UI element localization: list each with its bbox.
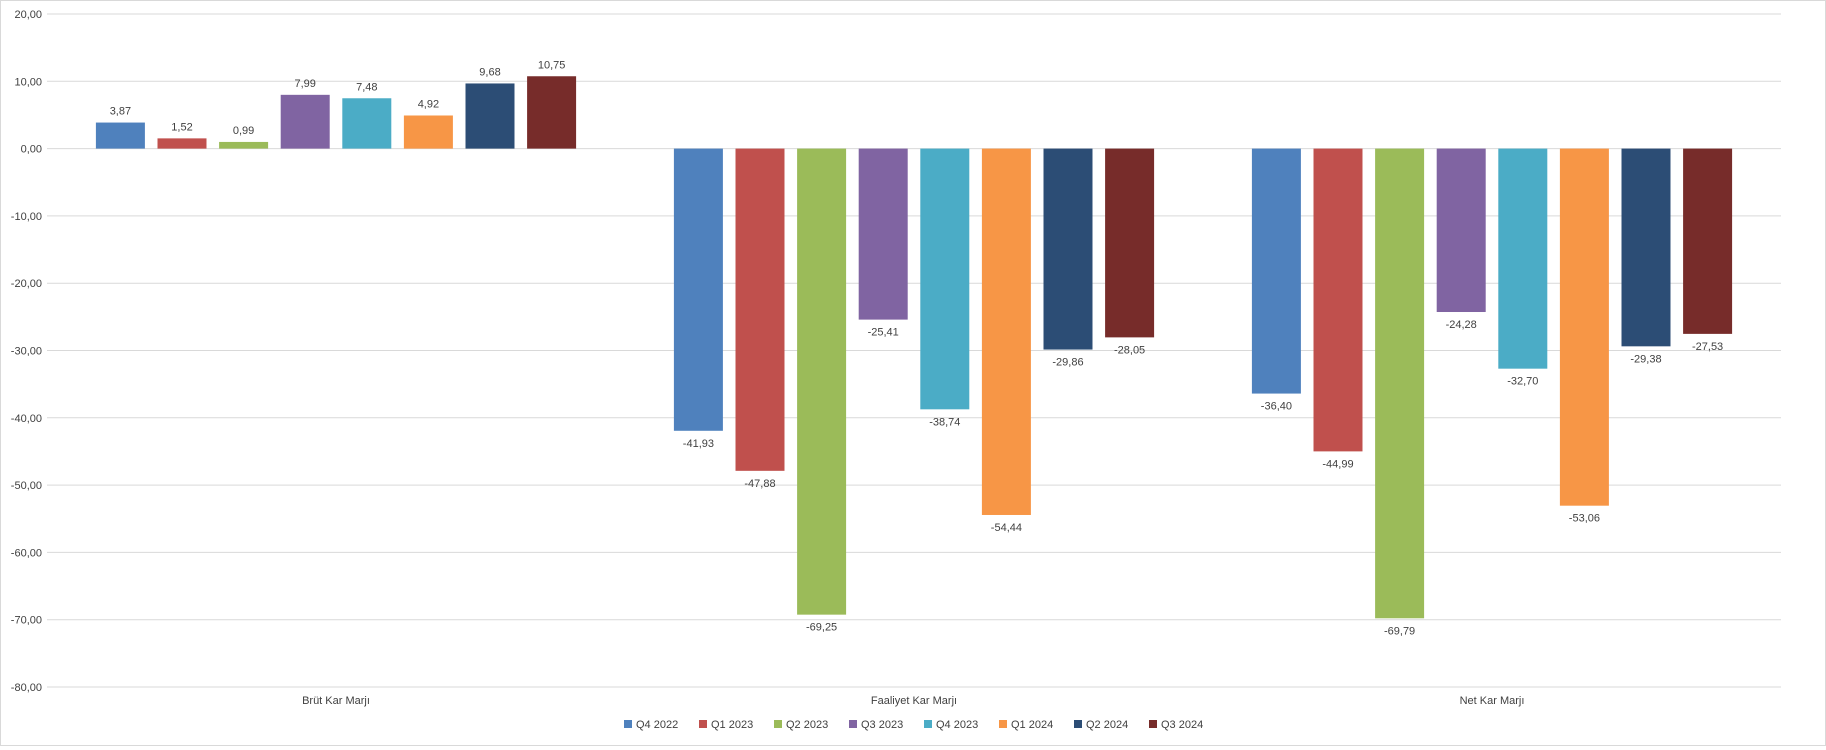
bar xyxy=(1621,148,1671,347)
y-tick-label: 0,00 xyxy=(21,144,42,156)
bar xyxy=(920,148,970,410)
y-tick-label: 20,00 xyxy=(14,9,42,21)
bar xyxy=(1043,148,1093,350)
bars xyxy=(95,76,1733,619)
legend-label: Q3 2024 xyxy=(1161,719,1203,731)
y-tick-label: -60,00 xyxy=(11,547,42,559)
data-label: -32,70 xyxy=(1507,376,1538,388)
data-label: -69,79 xyxy=(1384,625,1415,637)
y-tick-label: -80,00 xyxy=(11,682,42,694)
bar xyxy=(735,148,785,471)
gridlines xyxy=(47,13,1781,688)
legend-label: Q3 2023 xyxy=(861,719,903,731)
data-label: -69,25 xyxy=(806,622,837,634)
data-label: 3,87 xyxy=(110,106,131,118)
data-label: 0,99 xyxy=(233,125,254,137)
data-label: -25,41 xyxy=(868,327,899,339)
y-tick-label: -10,00 xyxy=(11,211,42,223)
data-label: 1,52 xyxy=(171,121,192,133)
bar xyxy=(1251,148,1301,394)
data-label: -28,05 xyxy=(1114,344,1145,356)
legend-swatch xyxy=(624,720,632,728)
y-axis-tick-labels: 20,00 10,00 0,00 -10,00 -20,00 -30,00 -40,00 -5… xyxy=(11,9,42,694)
bar xyxy=(342,98,392,149)
data-label: 7,99 xyxy=(294,78,315,90)
data-label: -54,44 xyxy=(991,522,1022,534)
data-label: -24,28 xyxy=(1446,319,1477,331)
bar xyxy=(465,83,515,149)
data-label: 9,68 xyxy=(479,66,500,78)
y-tick-label: 10,00 xyxy=(14,76,42,88)
y-tick-label: -50,00 xyxy=(11,480,42,492)
data-label: -27,53 xyxy=(1692,341,1723,353)
data-label: 7,48 xyxy=(356,81,377,93)
legend-label: Q4 2022 xyxy=(636,719,678,731)
legend: Q4 2022 Q1 2023 Q2 2023 Q3 2023 Q4 2023 Q1 20… xyxy=(624,719,1203,731)
y-tick-label: -70,00 xyxy=(11,615,42,627)
legend-swatch xyxy=(1074,720,1082,728)
bar xyxy=(280,94,330,149)
bar xyxy=(1436,148,1486,313)
bar xyxy=(673,148,723,431)
bar xyxy=(1313,148,1363,452)
bar xyxy=(95,122,145,149)
category-labels: Brüt Kar Marjı Faaliyet Kar Marjı Net Kar … xyxy=(302,695,1524,707)
y-tick-label: -40,00 xyxy=(11,413,42,425)
bar xyxy=(157,138,207,149)
bar xyxy=(1683,148,1733,334)
legend-swatch xyxy=(774,720,782,728)
data-label: -36,40 xyxy=(1261,401,1292,413)
legend-label: Q1 2024 xyxy=(1011,719,1053,731)
bar xyxy=(403,115,453,149)
legend-label: Q2 2023 xyxy=(786,719,828,731)
bar xyxy=(1105,148,1155,338)
y-tick-label: -30,00 xyxy=(11,346,42,358)
bar xyxy=(527,76,577,149)
legend-label: Q1 2023 xyxy=(711,719,753,731)
data-label: 4,92 xyxy=(418,98,439,110)
legend-label: Q4 2023 xyxy=(936,719,978,731)
bar xyxy=(797,148,847,615)
category-label: Brüt Kar Marjı xyxy=(302,695,370,707)
data-label: 10,75 xyxy=(538,59,566,71)
legend-swatch xyxy=(924,720,932,728)
bar xyxy=(1559,148,1609,506)
category-label: Net Kar Marjı xyxy=(1460,695,1525,707)
bar xyxy=(219,141,269,149)
legend-swatch xyxy=(999,720,1007,728)
data-labels: 3,87 1,52 0,99 7,99 7,48 4,92 9,68 10,75 -41,93 -… xyxy=(110,59,1724,637)
category-label: Faaliyet Kar Marjı xyxy=(871,695,957,707)
data-label: -29,38 xyxy=(1630,353,1661,365)
bar xyxy=(1375,148,1425,619)
legend-label: Q2 2024 xyxy=(1086,719,1128,731)
legend-swatch xyxy=(699,720,707,728)
data-label: -53,06 xyxy=(1569,513,1600,525)
bar xyxy=(858,148,908,320)
bar xyxy=(1498,148,1548,369)
data-label: -38,74 xyxy=(929,416,960,428)
data-label: -47,88 xyxy=(744,478,775,490)
data-label: -41,93 xyxy=(683,438,714,450)
legend-swatch xyxy=(1149,720,1157,728)
data-label: -44,99 xyxy=(1322,458,1353,470)
bar xyxy=(981,148,1031,515)
legend-swatch xyxy=(849,720,857,728)
y-tick-label: -20,00 xyxy=(11,278,42,290)
data-label: -29,86 xyxy=(1052,357,1083,369)
